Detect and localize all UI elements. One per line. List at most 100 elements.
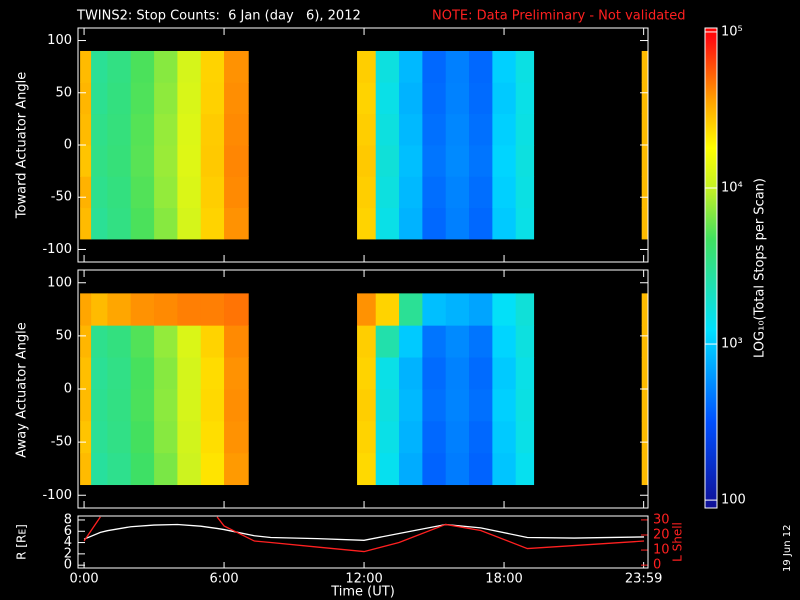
heatmap-cell xyxy=(375,357,400,390)
heatmap-cell xyxy=(177,452,202,486)
heatmap-cell xyxy=(91,50,108,83)
heatmap-cell xyxy=(641,207,649,240)
heatmap-cell xyxy=(515,420,535,454)
heatmap-cell xyxy=(130,420,155,454)
heatmap-cell xyxy=(357,357,377,390)
heatmap-cell xyxy=(469,50,493,83)
heatmap-cell xyxy=(91,113,108,146)
y-tick-label: 100 xyxy=(47,33,72,48)
heatmap-cell xyxy=(80,113,92,146)
heatmap-cell xyxy=(469,420,493,454)
heatmap-cell xyxy=(445,145,470,177)
y-tick-label: -50 xyxy=(51,435,72,450)
heatmap-cell xyxy=(107,389,132,422)
heatmap-cell xyxy=(130,113,155,146)
heatmap-cell xyxy=(224,145,249,177)
heatmap-cell xyxy=(375,452,400,486)
heatmap-cell xyxy=(445,389,470,422)
heatmap-cell xyxy=(399,389,423,422)
heatmap-cell xyxy=(515,293,535,326)
plot-area xyxy=(83,516,645,553)
heatmap-cell xyxy=(445,50,470,83)
heatmap-cell xyxy=(375,293,400,326)
y-tick-label: 0 xyxy=(64,558,72,573)
heatmap-cell xyxy=(130,293,155,326)
heatmap-cell xyxy=(399,145,423,177)
heatmap-cell xyxy=(445,357,470,390)
x-axis-label: Time (UT) xyxy=(330,585,395,600)
heatmap-cell xyxy=(515,452,535,486)
note: NOTE: Data Preliminary - Not validated xyxy=(432,9,686,24)
heatmap-cell xyxy=(422,325,447,358)
heatmap-cell xyxy=(641,113,649,146)
heatmap-cell xyxy=(641,325,649,358)
heatmap-cell xyxy=(107,293,132,326)
heatmap-cell xyxy=(375,145,400,177)
heatmap-cell xyxy=(154,207,178,240)
heatmap-cell xyxy=(357,293,377,326)
heatmap-cell xyxy=(469,176,493,209)
x-tick-label: 18:00 xyxy=(485,572,522,587)
heatmap-cell xyxy=(422,357,447,390)
heatmap-cell xyxy=(154,325,178,358)
heatmap-cell xyxy=(80,82,92,115)
y-tick-label: 6 xyxy=(64,524,72,539)
heatmap-cell xyxy=(357,50,377,83)
heatmap-cell xyxy=(375,207,400,240)
heatmap-cell xyxy=(107,420,132,454)
heatmap-cell xyxy=(80,293,92,326)
heatmap-cell xyxy=(200,113,225,146)
heatmap-cell xyxy=(422,207,447,240)
heatmap-cell xyxy=(515,207,535,240)
heatmap-cell xyxy=(130,50,155,83)
heatmap-cell xyxy=(492,50,517,83)
heatmap-cell xyxy=(375,389,400,422)
heatmap-cell xyxy=(80,207,92,240)
heatmap-cell xyxy=(357,420,377,454)
y2-tick-label: 0 xyxy=(653,558,661,573)
y-tick-label: 4 xyxy=(64,535,72,550)
heatmap-cell xyxy=(492,176,517,209)
date-stamp: 19 Jun 12 xyxy=(782,525,793,572)
heatmap-cell xyxy=(399,452,423,486)
heatmap-cell xyxy=(177,82,202,115)
heatmap-cell xyxy=(445,82,470,115)
heatmap-cell xyxy=(107,325,132,358)
heatmap-cell xyxy=(154,50,178,83)
plot-frame xyxy=(77,27,649,263)
heatmap-cell xyxy=(107,357,132,390)
heatmap-cell xyxy=(375,50,400,83)
heatmap-cell xyxy=(445,207,470,240)
heatmap-cell xyxy=(107,452,132,486)
heatmap-cell xyxy=(200,176,225,209)
heatmap-cell xyxy=(130,207,155,240)
heatmap-cell xyxy=(130,145,155,177)
heatmap-cell xyxy=(224,113,249,146)
heatmap-cell xyxy=(375,325,400,358)
heatmap-cell xyxy=(492,113,517,146)
heatmap-cell xyxy=(154,82,178,115)
y-tick-label: -100 xyxy=(42,242,72,257)
plot-frame xyxy=(77,515,649,569)
heatmap-cell xyxy=(515,50,535,83)
heatmap-cell xyxy=(177,357,202,390)
heatmap-cell xyxy=(469,113,493,146)
heatmap-cell xyxy=(515,113,535,146)
heatmap-cell xyxy=(422,420,447,454)
heatmap-cell xyxy=(224,82,249,115)
plot-frame xyxy=(77,269,649,509)
heatmap-cell xyxy=(107,207,132,240)
heatmap-cell xyxy=(200,145,225,177)
heatmap-cell xyxy=(492,452,517,486)
heatmap-cell xyxy=(641,389,649,422)
y2-tick-label: 30 xyxy=(653,512,670,527)
colorbar-tick-label: 100 xyxy=(721,493,746,508)
heatmap-cell xyxy=(80,50,92,83)
y-tick-label: 50 xyxy=(55,85,72,100)
heatmap-cell xyxy=(91,325,108,358)
heatmap-cell xyxy=(80,420,92,454)
heatmap-cell xyxy=(130,325,155,358)
heatmap-cell xyxy=(130,452,155,486)
heatmap-cell xyxy=(357,452,377,486)
heatmap-cell xyxy=(130,176,155,209)
